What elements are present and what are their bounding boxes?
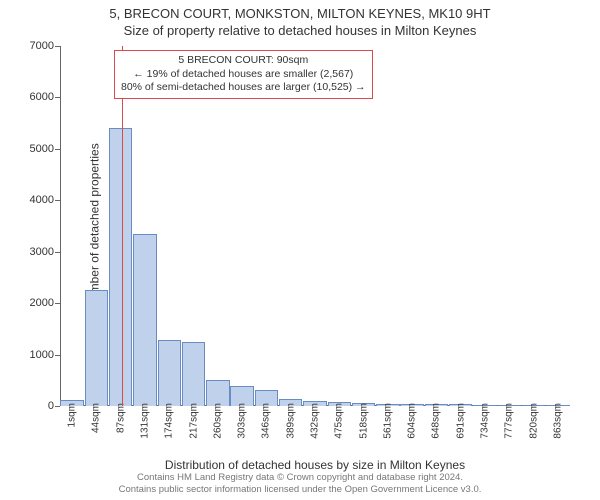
xtick-label: 863sqm	[552, 403, 563, 439]
ytick-label: 5000	[14, 143, 54, 155]
ytick-mark	[55, 355, 60, 356]
xtick-label: 820sqm	[528, 403, 539, 439]
footer-attribution: Contains HM Land Registry data © Crown c…	[0, 472, 600, 496]
xtick-label: 691sqm	[455, 403, 466, 439]
xtick-label: 432sqm	[310, 403, 321, 439]
xtick-label: 346sqm	[261, 403, 272, 439]
ytick-label: 6000	[14, 91, 54, 103]
footer-line1: Contains HM Land Registry data © Crown c…	[0, 472, 600, 484]
ytick-mark	[55, 252, 60, 253]
bar	[133, 234, 156, 406]
xtick-label: 303sqm	[237, 403, 248, 439]
xtick-label: 174sqm	[164, 403, 175, 439]
annotation-line: 80% of semi-detached houses are larger (…	[121, 81, 366, 95]
xtick-label: 389sqm	[285, 403, 296, 439]
xtick-label: 648sqm	[431, 403, 442, 439]
xtick-label: 87sqm	[115, 403, 126, 433]
xtick-label: 561sqm	[382, 403, 393, 439]
xtick-label: 217sqm	[188, 403, 199, 439]
ytick-mark	[55, 97, 60, 98]
annotation-line: ← 19% of detached houses are smaller (2,…	[121, 68, 366, 82]
xtick-label: 1sqm	[67, 403, 78, 427]
ytick-mark	[55, 149, 60, 150]
xtick-label: 734sqm	[480, 403, 491, 439]
ytick-label: 7000	[14, 40, 54, 52]
ytick-label: 1000	[14, 349, 54, 361]
bars-container	[60, 46, 570, 406]
marker-line	[122, 46, 123, 406]
xtick-label: 518sqm	[358, 403, 369, 439]
page-title-line1: 5, BRECON COURT, MONKSTON, MILTON KEYNES…	[0, 0, 600, 21]
ytick-mark	[55, 200, 60, 201]
bar	[158, 340, 181, 406]
annotation-line: 5 BRECON COURT: 90sqm	[121, 54, 366, 68]
ytick-label: 3000	[14, 246, 54, 258]
ytick-mark	[55, 406, 60, 407]
xtick-label: 475sqm	[334, 403, 345, 439]
xtick-label: 131sqm	[140, 403, 151, 439]
ytick-label: 0	[14, 400, 54, 412]
xtick-label: 777sqm	[504, 403, 515, 439]
x-axis-label: Distribution of detached houses by size …	[60, 458, 570, 472]
ytick-mark	[55, 303, 60, 304]
ytick-label: 4000	[14, 194, 54, 206]
xtick-label: 604sqm	[407, 403, 418, 439]
xtick-label: 260sqm	[212, 403, 223, 439]
ytick-label: 2000	[14, 297, 54, 309]
bar	[85, 290, 108, 406]
page-title-line2: Size of property relative to detached ho…	[0, 21, 600, 38]
chart-area: Number of detached properties Distributi…	[60, 46, 570, 406]
bar	[109, 128, 132, 406]
footer-line2: Contains public sector information licen…	[0, 484, 600, 496]
bar	[182, 342, 205, 406]
annotation-box: 5 BRECON COURT: 90sqm← 19% of detached h…	[114, 50, 373, 99]
ytick-mark	[55, 46, 60, 47]
xtick-label: 44sqm	[91, 403, 102, 433]
